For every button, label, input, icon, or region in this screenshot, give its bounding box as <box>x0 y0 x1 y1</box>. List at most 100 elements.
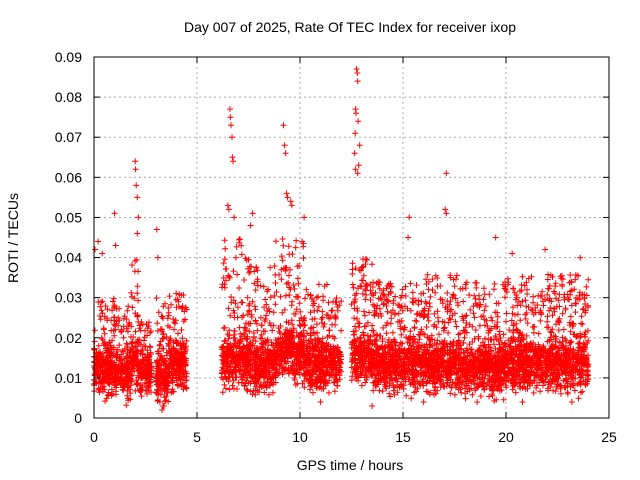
data-point <box>138 319 145 325</box>
data-point <box>155 350 162 357</box>
data-point <box>161 385 168 392</box>
data-point <box>315 281 322 288</box>
data-point <box>179 304 186 311</box>
data-point <box>280 242 287 249</box>
data-point <box>157 372 163 379</box>
data-point <box>383 330 390 337</box>
data-point <box>107 346 113 353</box>
data-point <box>326 327 333 334</box>
data-point <box>244 335 251 342</box>
data-point <box>296 300 303 307</box>
data-point <box>164 315 171 322</box>
data-point <box>230 268 237 275</box>
data-point <box>183 337 190 344</box>
data-point <box>427 293 434 300</box>
data-point <box>269 389 276 396</box>
data-point <box>538 310 544 316</box>
data-point <box>399 286 406 293</box>
data-point <box>239 299 246 306</box>
data-point <box>285 243 292 250</box>
data-point <box>355 320 362 327</box>
data-point <box>300 255 307 262</box>
data-point <box>236 239 243 246</box>
data-point <box>141 337 147 344</box>
data-point <box>125 328 131 335</box>
data-point <box>491 286 497 293</box>
data-point <box>175 330 181 337</box>
data-point <box>120 348 127 355</box>
data-point <box>376 305 383 312</box>
data-point <box>106 339 113 346</box>
data-point <box>246 328 253 335</box>
data-point <box>99 298 106 305</box>
data-point <box>447 390 454 397</box>
data-point <box>97 303 104 310</box>
data-point <box>169 352 176 359</box>
data-point <box>170 339 177 346</box>
data-point <box>384 308 391 315</box>
data-point <box>224 358 231 365</box>
data-point <box>285 279 292 286</box>
data-point <box>263 384 270 391</box>
data-point <box>469 391 476 398</box>
data-point <box>238 347 245 354</box>
data-point <box>246 269 253 276</box>
data-point <box>444 290 451 296</box>
data-point <box>108 386 115 393</box>
data-point <box>411 325 418 332</box>
data-point <box>361 312 368 319</box>
data-point <box>111 304 117 311</box>
data-point <box>236 285 242 291</box>
data-point <box>451 391 458 398</box>
data-point <box>170 344 177 351</box>
data-point <box>102 303 109 309</box>
data-point <box>95 385 102 392</box>
data-point <box>99 310 106 317</box>
data-point <box>98 362 105 369</box>
data-point <box>272 301 279 308</box>
data-point <box>147 382 154 389</box>
data-point <box>129 353 136 360</box>
data-point <box>225 335 232 342</box>
data-point <box>221 256 228 263</box>
data-point <box>229 382 236 389</box>
data-point <box>242 255 249 262</box>
data-point <box>157 341 164 348</box>
data-point <box>223 266 230 272</box>
data-point <box>144 390 150 397</box>
data-point <box>128 323 135 330</box>
data-point <box>279 257 286 264</box>
data-point <box>384 297 391 304</box>
data-point <box>117 357 124 364</box>
data-point <box>259 383 265 390</box>
data-point <box>244 294 251 301</box>
data-point <box>130 334 137 340</box>
data-point <box>370 387 377 394</box>
data-point <box>160 330 167 337</box>
data-point <box>307 309 314 316</box>
data-point <box>292 381 299 388</box>
data-point <box>109 357 116 364</box>
data-point <box>176 291 183 298</box>
data-point <box>116 357 122 364</box>
data-point <box>540 302 547 309</box>
data-point <box>116 342 123 349</box>
data-point <box>235 379 242 386</box>
data-point <box>172 350 179 357</box>
data-point <box>234 359 241 366</box>
data-point <box>168 368 175 375</box>
data-point <box>407 328 414 335</box>
data-point <box>133 347 140 354</box>
data-point <box>224 331 231 338</box>
data-point <box>91 354 98 361</box>
data-point <box>370 327 377 334</box>
data-point <box>242 380 249 387</box>
data-point <box>230 367 237 374</box>
data-point <box>165 340 172 347</box>
data-point <box>135 268 142 275</box>
data-point <box>501 340 508 347</box>
data-point <box>223 348 230 354</box>
data-point <box>99 384 106 391</box>
data-point <box>181 355 188 362</box>
